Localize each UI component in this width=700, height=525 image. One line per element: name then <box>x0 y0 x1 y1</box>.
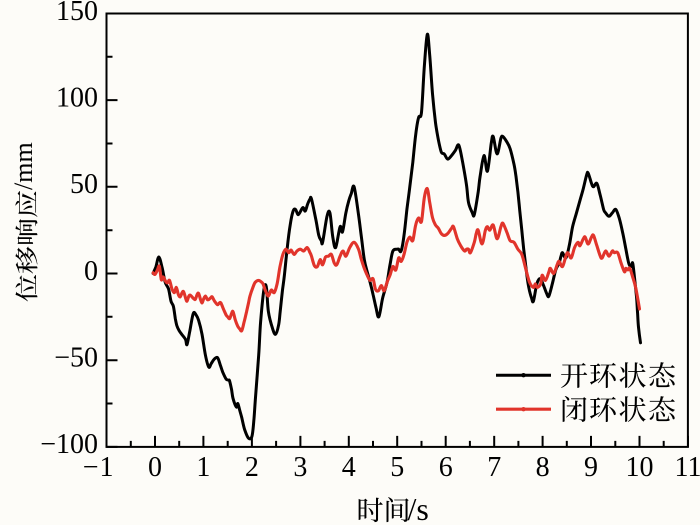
svg-text:4: 4 <box>342 452 356 483</box>
svg-text:1: 1 <box>196 452 210 483</box>
svg-text:6: 6 <box>439 452 453 483</box>
svg-text:3: 3 <box>293 452 307 483</box>
svg-text:−100: −100 <box>40 429 98 460</box>
svg-text:11: 11 <box>675 452 700 483</box>
svg-text:1: 1 <box>100 452 114 483</box>
svg-text:10: 10 <box>626 452 654 483</box>
svg-text:/mm: /mm <box>9 142 38 190</box>
svg-text:−: − <box>83 452 99 483</box>
svg-text:150: 150 <box>56 0 98 27</box>
svg-text:100: 100 <box>56 82 98 113</box>
svg-text:/s: /s <box>408 491 429 525</box>
svg-text:50: 50 <box>70 169 98 200</box>
svg-text:9: 9 <box>584 452 598 483</box>
svg-text:−50: −50 <box>54 343 98 374</box>
svg-text:2: 2 <box>245 452 259 483</box>
svg-text:7: 7 <box>487 452 501 483</box>
svg-text:0: 0 <box>84 256 98 287</box>
svg-text:5: 5 <box>390 452 404 483</box>
svg-text:8: 8 <box>536 452 550 483</box>
svg-text:0: 0 <box>148 452 162 483</box>
